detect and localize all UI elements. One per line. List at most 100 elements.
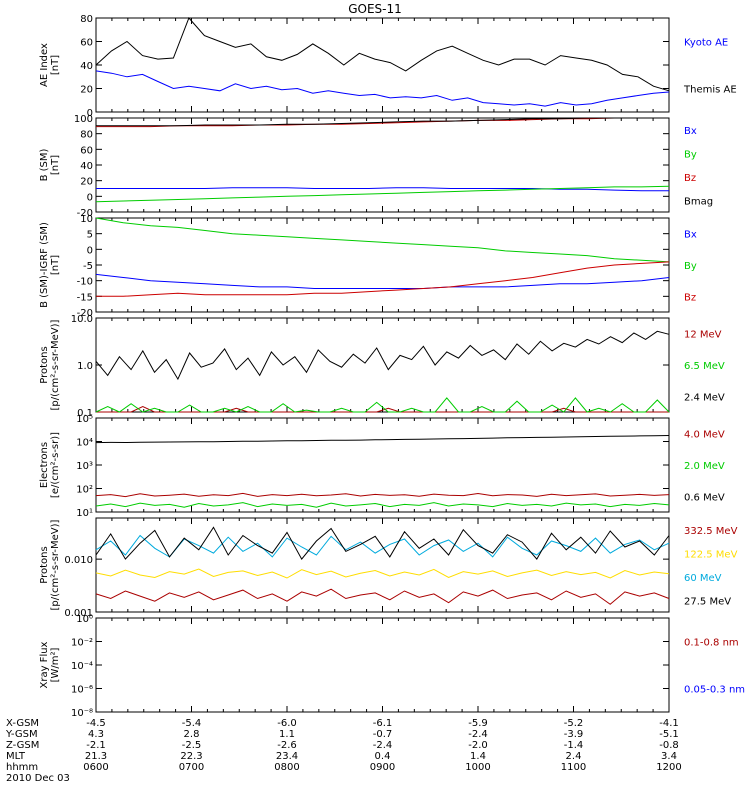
y-tick-label: 0.1 <box>77 408 93 419</box>
series-line <box>96 187 669 192</box>
panel-7: 10⁻⁸ 10⁻⁶ 10⁻⁴ 10⁻² 10⁰ Xray Flux [W/m²] 0.1-0.… <box>39 614 745 719</box>
x-row-value: 1200 <box>656 762 681 773</box>
legend-entry: By <box>684 261 697 272</box>
legend-entry: Bmag <box>684 196 713 207</box>
y-tick-label: -20 <box>77 308 93 319</box>
y-axis-label: Protons <box>39 346 50 383</box>
panel-frame <box>95 117 670 213</box>
x-row-label: X-GSM <box>6 718 39 729</box>
y-axis-label: [W/m²] <box>50 647 61 682</box>
x-row-value: -4.5 <box>86 718 106 729</box>
legend-entry: 0.1-0.8 nm <box>684 638 739 649</box>
panel-frame <box>95 417 670 513</box>
panel-frame <box>95 17 670 113</box>
x-row-label: Z-GSM <box>6 740 39 751</box>
figure-title: GOES-11 <box>348 2 402 16</box>
x-row-value: -5.4 <box>182 718 202 729</box>
legend-entry: 122.5 MeV <box>684 549 738 560</box>
x-row-value: -0.7 <box>373 729 393 740</box>
y-tick-label: 60 <box>80 145 93 156</box>
date-label: 2010 Dec 03 <box>6 773 70 784</box>
y-tick-label: 80 <box>80 130 93 141</box>
legend-entry: 6.5 MeV <box>684 361 725 372</box>
x-row-value: -2.4 <box>468 729 488 740</box>
panel-5: 10¹ 10² 10³ 10⁴ 10⁵ Electrons [e/(cm²-s-sr)] 4.… <box>39 414 725 519</box>
x-row-value: -5.2 <box>564 718 584 729</box>
x-row-label: hhmm <box>6 762 38 773</box>
series-line <box>95 534 670 558</box>
x-row-value: 21.3 <box>85 751 107 762</box>
x-row-value: -6.1 <box>373 718 393 729</box>
y-tick-label: 10⁰ <box>76 614 93 625</box>
x-row-value: 2.8 <box>184 729 200 740</box>
x-row-value: -2.1 <box>86 740 106 751</box>
y-axis-label: [e/(cm²-s-sr)] <box>50 432 61 498</box>
legend-entry: 2.0 MeV <box>684 461 725 472</box>
y-tick-label: 10⁻² <box>71 638 93 649</box>
y-tick-label: 10⁻⁸ <box>71 708 93 719</box>
y-tick-label: 10² <box>76 485 93 496</box>
x-row-value: 0900 <box>370 762 395 773</box>
y-tick-label: 0 <box>87 245 93 256</box>
y-tick-label: 0 <box>87 108 93 119</box>
panel-4: 0.1 1.0 10.0 Protons [p/(cm²-s-sr-MeV)] 12 Me… <box>39 314 725 419</box>
y-axis-label: Protons <box>39 546 50 583</box>
x-row-value: -2.4 <box>373 740 393 751</box>
x-row-value: 3.4 <box>661 751 677 762</box>
x-row-value: 1000 <box>465 762 490 773</box>
panel-2: -20 0 20 40 60 80 100 B (SM) [nT] Bx By Bz Bmag <box>39 114 713 219</box>
series-line <box>95 70 670 107</box>
x-row-value: -6.0 <box>277 718 297 729</box>
x-row-value: 1.1 <box>279 729 295 740</box>
y-tick-label: -15 <box>77 292 93 303</box>
x-row-value: 23.4 <box>276 751 298 762</box>
x-row-value: 1.4 <box>470 751 486 762</box>
series-line <box>96 261 670 297</box>
x-row-value: 4.3 <box>88 729 104 740</box>
x-row-value: 2.4 <box>566 751 582 762</box>
x-row-value: -2.6 <box>277 740 297 751</box>
x-row-value: 0.4 <box>375 751 391 762</box>
series-line <box>95 588 670 605</box>
y-tick-label: 0.010 <box>64 555 93 566</box>
y-tick-label: -20 <box>77 208 93 219</box>
y-tick-label: 10¹ <box>76 508 93 519</box>
x-row-value: -1.4 <box>564 740 584 751</box>
legend-entry: Bx <box>684 126 697 137</box>
series-line <box>95 526 670 560</box>
y-axis-label: Xray Flux <box>39 641 50 688</box>
y-axis-label: [nT] <box>50 155 61 175</box>
x-row-label: MLT <box>6 751 26 762</box>
legend-entry: Bz <box>684 292 696 303</box>
legend-entry: Bz <box>684 173 696 184</box>
legend-entry: 332.5 MeV <box>684 526 738 537</box>
y-tick-label: 40 <box>80 161 93 172</box>
y-tick-label: 0.001 <box>64 608 93 619</box>
x-row-value: -2.5 <box>182 740 202 751</box>
y-tick-label: 10⁵ <box>76 414 93 425</box>
y-tick-label: 80 <box>80 14 93 25</box>
x-row-value: -3.9 <box>564 729 584 740</box>
y-axis-label: [p/(cm²-s-sr-MeV)] <box>50 519 61 610</box>
legend-entry: By <box>684 149 697 160</box>
y-tick-label: 20 <box>80 177 93 188</box>
x-row-value: 0700 <box>179 762 204 773</box>
y-axis-label: AE Index <box>39 43 50 87</box>
y-axis-label: [nT] <box>50 55 61 75</box>
y-tick-label: 10.0 <box>71 314 93 325</box>
y-tick-label: -10 <box>77 277 93 288</box>
legend-entry: 0.05-0.3 nm <box>684 685 745 696</box>
y-tick-label: 1.0 <box>77 361 93 372</box>
series-line <box>95 502 670 508</box>
y-axis-label: [nT] <box>50 255 61 275</box>
y-axis-label: B (SM)-IGRF (SM) <box>39 222 50 308</box>
series-line <box>95 568 670 579</box>
y-tick-label: 20 <box>80 85 93 96</box>
series-line <box>96 117 669 127</box>
series-line <box>95 492 670 498</box>
y-axis-label: B (SM) <box>39 148 50 181</box>
x-row-value: 22.3 <box>180 751 202 762</box>
y-axis-label: Electrons <box>39 442 50 488</box>
x-row-value: -5.1 <box>659 729 679 740</box>
